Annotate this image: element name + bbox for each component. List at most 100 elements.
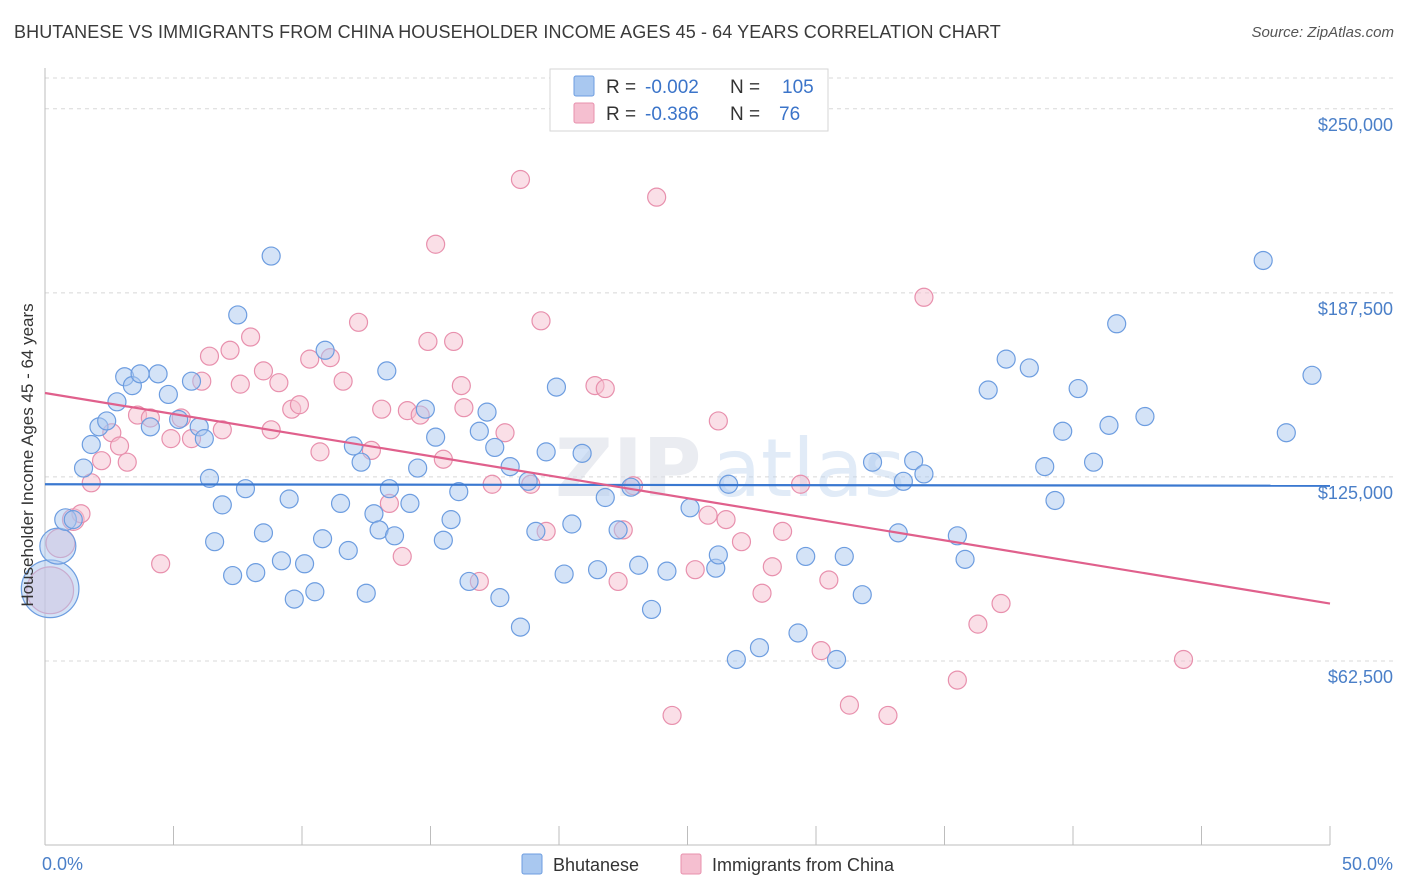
point-bhutanese <box>914 464 934 484</box>
point-bhutanese <box>904 451 924 471</box>
point-bhutanese <box>1053 421 1073 441</box>
point-china <box>253 361 274 381</box>
point-bhutanese <box>312 529 333 549</box>
point-bhutanese <box>441 510 461 530</box>
legend-n-value-2: 76 <box>779 104 800 125</box>
point-china <box>241 327 261 347</box>
point-bhutanese <box>1253 250 1273 271</box>
point-bhutanese <box>1083 452 1104 472</box>
point-bhutanese <box>199 468 220 488</box>
x-tick-label: 0.0% <box>42 854 83 874</box>
point-china <box>117 452 137 472</box>
point-bhutanese <box>408 458 428 478</box>
legend-swatch-china <box>573 102 595 124</box>
x-tick-labels: 0.0% 50.0% <box>42 854 1393 874</box>
point-bhutanese <box>1135 406 1155 427</box>
point-china <box>109 436 130 456</box>
point-china <box>220 340 240 360</box>
point-bhutanese <box>629 555 649 575</box>
bottom-swatch-bhutanese <box>521 853 543 875</box>
point-bhutanese <box>261 246 281 266</box>
point-bhutanese <box>181 371 202 391</box>
chart-title: BHUTANESE VS IMMIGRANTS FROM CHINA HOUSE… <box>14 22 1001 42</box>
point-china <box>647 187 667 207</box>
point-bhutanese <box>140 417 160 437</box>
point-china <box>495 423 515 443</box>
point-bhutanese <box>356 583 376 603</box>
y-tick-label: $187,500 <box>1318 299 1393 319</box>
bottom-legend-china: Immigrants from China <box>712 855 895 875</box>
point-china <box>819 570 839 590</box>
point-bhutanese <box>343 436 363 456</box>
point-china <box>531 311 551 331</box>
point-bhutanese <box>796 546 816 567</box>
point-bhutanese <box>73 458 94 478</box>
correlation-legend: R = -0.002 N = 105 R = -0.386 N = 76 <box>549 68 829 132</box>
trend-line-bhutanese <box>44 483 1331 487</box>
point-china <box>685 560 705 580</box>
point-china <box>454 398 474 418</box>
point-bhutanese <box>526 521 546 541</box>
point-bhutanese <box>158 384 178 405</box>
point-china <box>716 510 736 530</box>
point-china <box>878 705 898 726</box>
point-china <box>333 371 353 391</box>
point-bhutanese <box>788 623 808 643</box>
legend-r-value-2: -0.386 <box>645 104 699 125</box>
point-bhutanese <box>81 434 101 455</box>
point-bhutanese <box>194 429 214 449</box>
point-china <box>348 312 369 332</box>
point-china <box>991 593 1011 614</box>
point-bhutanese <box>426 427 446 447</box>
point-bhutanese <box>279 489 299 509</box>
point-china <box>762 557 782 577</box>
point-bhutanese <box>852 585 872 605</box>
point-bhutanese <box>459 571 479 592</box>
watermark-zip: ZIP <box>555 422 701 515</box>
point-china <box>310 442 330 462</box>
point-bhutanese <box>862 452 883 472</box>
point-china <box>839 695 860 715</box>
point-china <box>212 420 232 440</box>
point-china <box>444 331 464 352</box>
point-china <box>230 374 250 394</box>
point-china <box>269 373 289 393</box>
point-bhutanese <box>595 487 615 508</box>
point-bhutanese <box>510 617 531 637</box>
point-bhutanese <box>63 510 83 530</box>
point-bhutanese <box>996 349 1016 369</box>
y-tick-label: $250,000 <box>1318 115 1393 135</box>
point-china <box>708 411 728 431</box>
point-bhutanese <box>608 520 628 540</box>
point-bhutanese <box>657 561 677 581</box>
point-bhutanese <box>1035 456 1055 477</box>
point-bhutanese <box>1302 365 1322 385</box>
point-china <box>289 395 310 415</box>
legend-n-label-2: N = <box>730 104 760 125</box>
point-china <box>199 346 220 366</box>
point-bhutanese <box>893 471 913 491</box>
point-china <box>161 429 181 449</box>
point-bhutanese <box>536 442 556 462</box>
point-bhutanese <box>415 399 435 419</box>
point-china <box>968 614 988 634</box>
point-bhutanese <box>518 471 538 491</box>
point-bhutanese <box>212 495 232 515</box>
y-tick-labels: $62,500 $125,000 $187,500 $250,000 <box>1318 115 1393 687</box>
trend-lines <box>44 391 1331 605</box>
point-bhutanese <box>826 649 847 670</box>
point-bhutanese <box>271 551 292 571</box>
point-bhutanese <box>562 514 582 534</box>
y-tick-label: $62,500 <box>1328 667 1393 687</box>
legend-r-label-2: R = <box>606 104 636 125</box>
point-bhutanese <box>148 364 168 384</box>
point-china <box>698 505 718 525</box>
point-bhutanese <box>246 563 266 583</box>
point-bhutanese <box>1019 358 1039 378</box>
point-bhutanese <box>955 549 975 569</box>
point-bhutanese <box>490 588 510 608</box>
point-bhutanese <box>680 498 700 518</box>
legend-swatch-bhutanese <box>573 75 595 97</box>
point-bhutanese <box>546 377 567 397</box>
point-china <box>731 532 752 552</box>
